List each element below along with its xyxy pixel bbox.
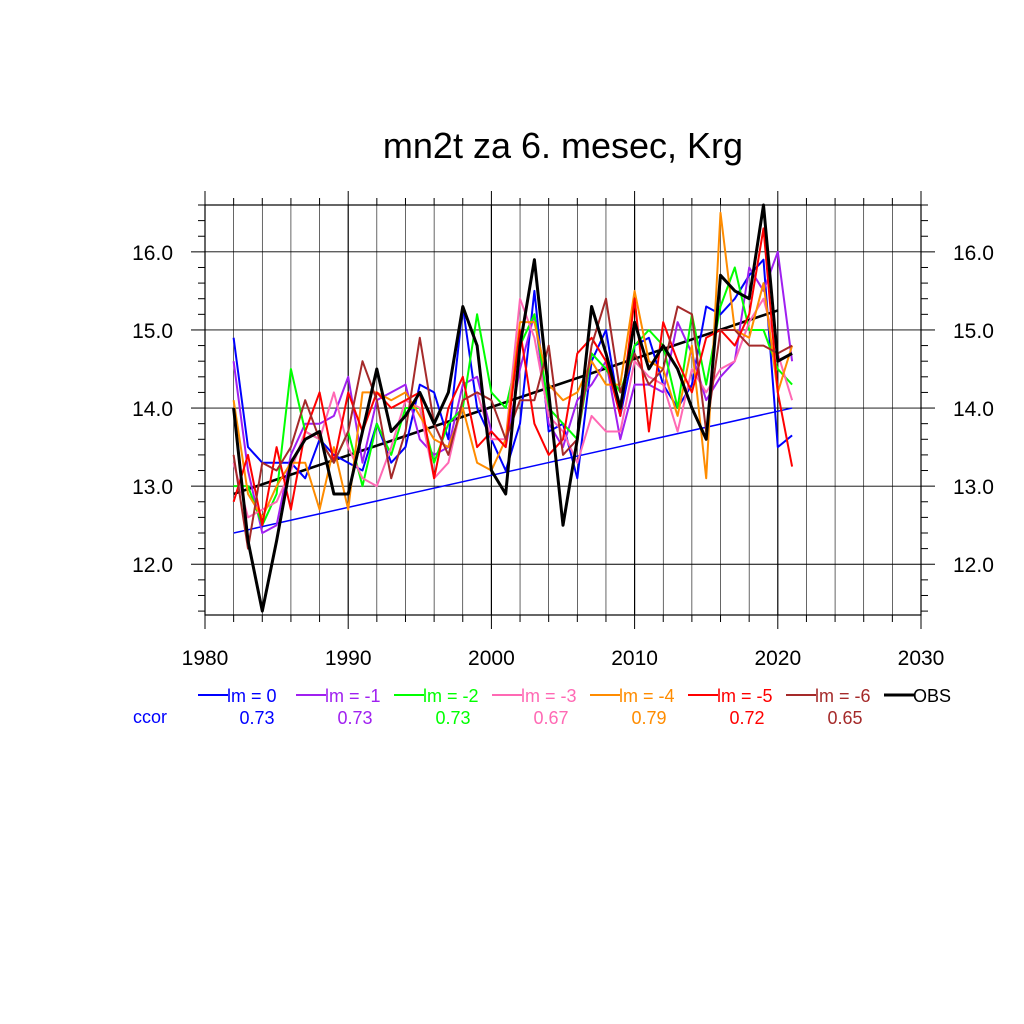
y-tick-label-left: 14.0 (132, 398, 173, 421)
ccor-value: 0.73 (337, 708, 372, 728)
ccor-value: 0.73 (239, 708, 274, 728)
legend-label: lm = -2 (423, 686, 479, 706)
x-tick-label: 1990 (325, 647, 372, 670)
x-tick-label: 2000 (468, 647, 515, 670)
grid (205, 205, 921, 615)
chart-title: mn2t za 6. mesec, Krg (383, 125, 743, 166)
ccor-value: 0.65 (827, 708, 862, 728)
legend-label: lm = -5 (717, 686, 773, 706)
ccor-value: 0.67 (533, 708, 568, 728)
y-tick-label-right: 13.0 (953, 476, 994, 499)
y-tick-label-right: 14.0 (953, 398, 994, 421)
x-tick-label: 2030 (898, 647, 945, 670)
x-tick-label: 2010 (611, 647, 658, 670)
ccor-value: 0.73 (435, 708, 470, 728)
y-tick-label-left: 13.0 (132, 476, 173, 499)
x-tick-label: 1980 (182, 647, 229, 670)
y-tick-label-right: 12.0 (953, 554, 994, 577)
x-tick-label: 2020 (754, 647, 801, 670)
y-tick-label-left: 15.0 (132, 320, 173, 343)
series-lines (232, 203, 794, 613)
legend-label: lm = -3 (521, 686, 577, 706)
legend-label: lm = 0 (227, 686, 277, 706)
y-tick-label-right: 16.0 (953, 242, 994, 265)
legend-label: lm = -1 (325, 686, 381, 706)
trend-line (233, 407, 793, 534)
ccor-label: ccor (133, 707, 167, 727)
ccor-value: 0.79 (631, 708, 666, 728)
series-line (232, 203, 793, 613)
legend-label: lm = -6 (815, 686, 871, 706)
ccor-value: 0.72 (729, 708, 764, 728)
plot-frame (204, 204, 922, 616)
legend-label: OBS (913, 686, 951, 706)
y-tick-label-left: 16.0 (132, 242, 173, 265)
y-tick-label-left: 12.0 (132, 554, 173, 577)
legend-label: lm = -4 (619, 686, 675, 706)
axis-ticks: 1980 1990 2000 2010 2020 2030 12.0 12.0 13.0 13.0… (132, 191, 994, 670)
y-tick-label-right: 15.0 (953, 320, 994, 343)
